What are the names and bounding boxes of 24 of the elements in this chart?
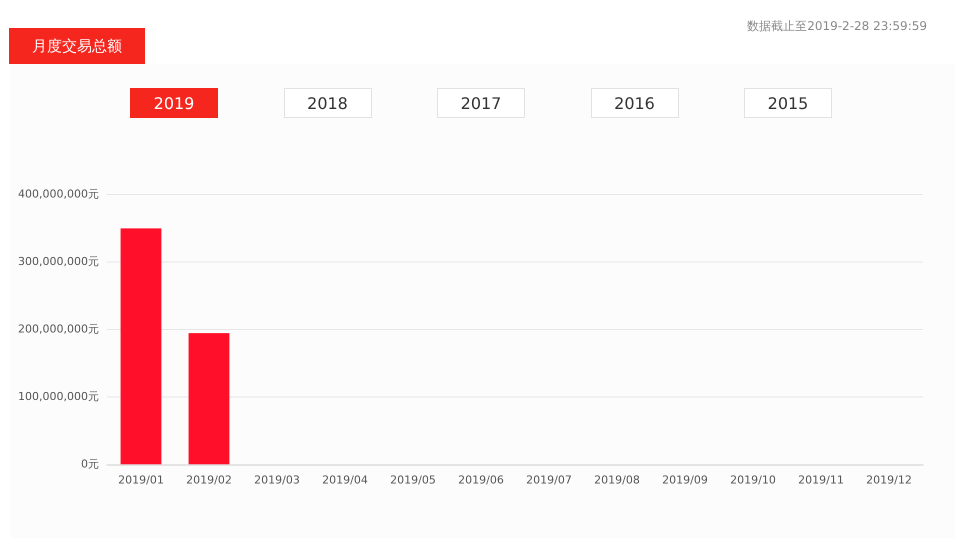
x-tick-label: 2019/05 bbox=[390, 473, 436, 486]
y-tick-label: 200,000,000元 bbox=[18, 322, 99, 336]
x-tick-label: 2019/03 bbox=[254, 473, 300, 486]
chart-title: 月度交易总额 bbox=[9, 28, 145, 64]
x-tick-label: 2019/09 bbox=[662, 473, 708, 486]
x-tick-label: 2019/07 bbox=[526, 473, 572, 486]
y-tick-label: 300,000,000元 bbox=[18, 255, 99, 268]
x-tick-label: 2019/01 bbox=[118, 473, 164, 486]
text: 数据截止至2019-2-28 23:59:59 bbox=[747, 18, 927, 35]
y-tick-label: 100,000,000元 bbox=[18, 390, 99, 404]
y-tick-label: 400,000,000元 bbox=[18, 187, 99, 200]
text: 2016 bbox=[590, 88, 678, 118]
x-tick-label: 2019/04 bbox=[322, 473, 368, 486]
x-tick-label: 2019/06 bbox=[458, 473, 504, 486]
x-tick-label: 2019/08 bbox=[594, 473, 640, 486]
text: 2018 bbox=[284, 88, 372, 118]
text: 2015 bbox=[744, 88, 832, 118]
text: 2019 bbox=[130, 88, 218, 118]
x-tick-label: 2019/02 bbox=[186, 473, 232, 486]
x-tick-label: 2019/11 bbox=[798, 473, 844, 486]
x-tick-label: 2019/10 bbox=[730, 473, 776, 486]
text: 2017 bbox=[437, 88, 525, 118]
y-tick-label: 0元 bbox=[80, 458, 99, 471]
x-tick-label: 2019/12 bbox=[866, 473, 912, 486]
